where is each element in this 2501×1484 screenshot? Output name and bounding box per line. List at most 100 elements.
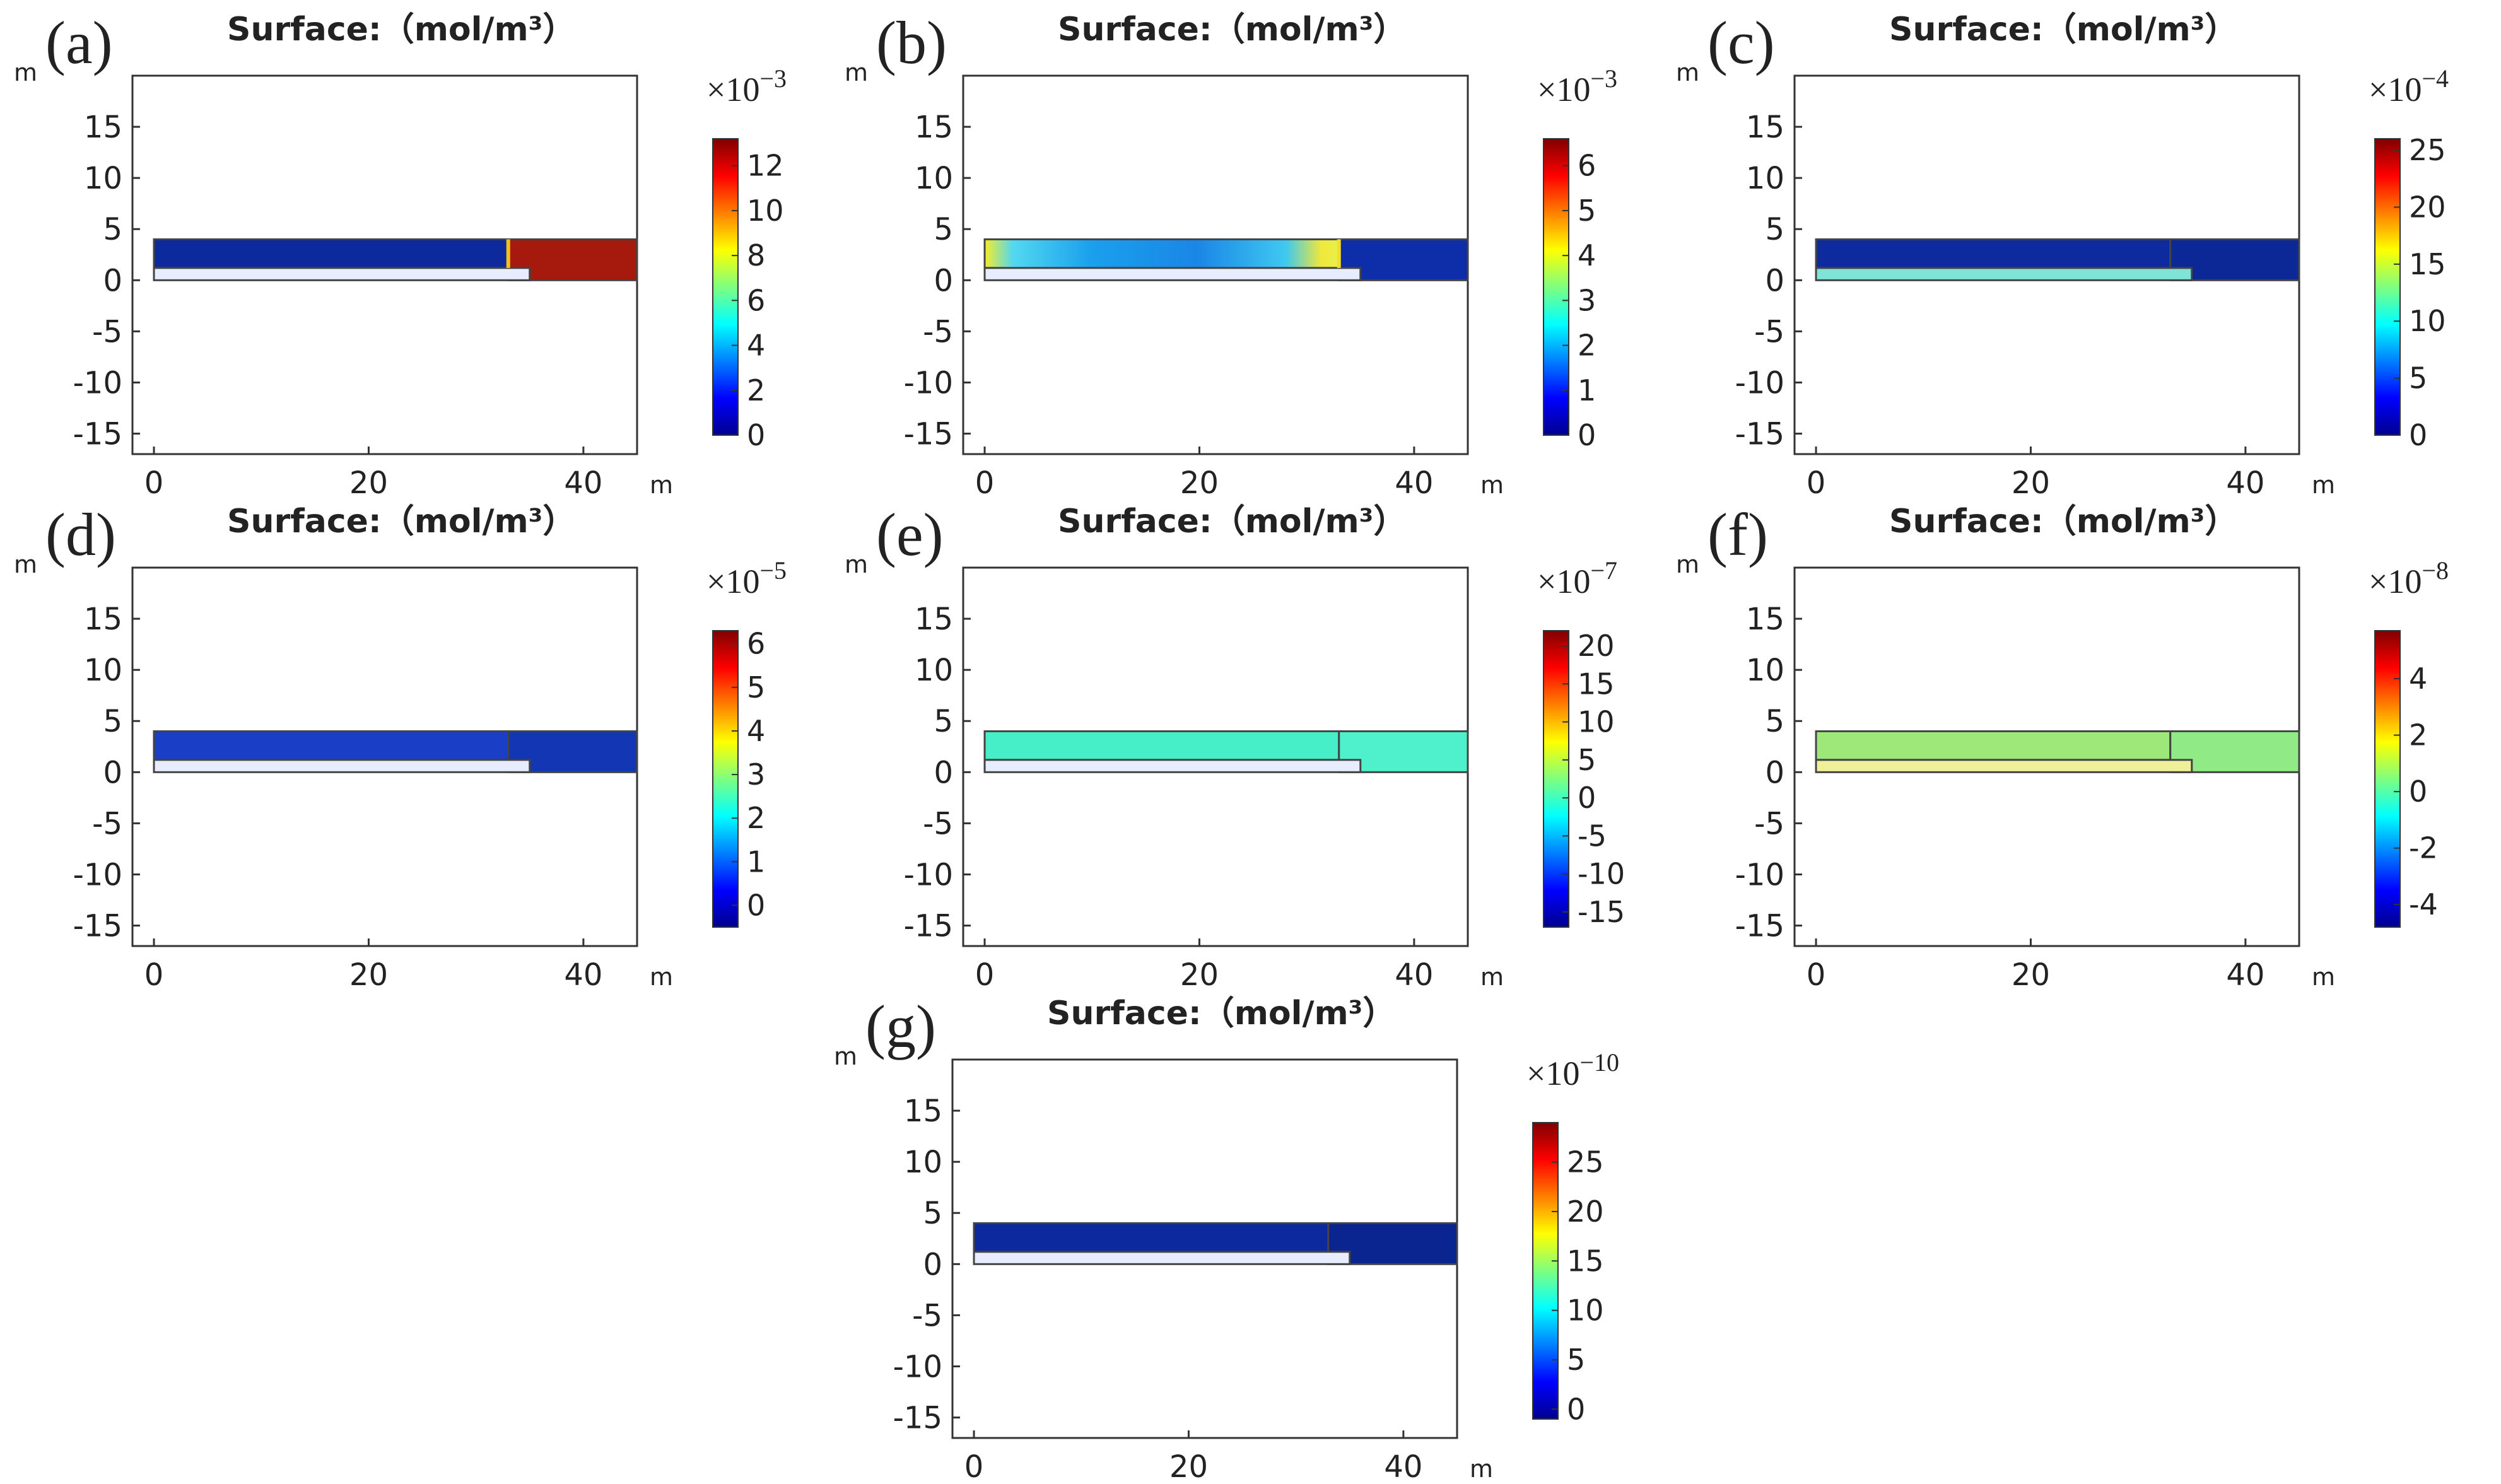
x-tick-label: 40 (1395, 957, 1433, 993)
colorbar-tick-label: 6 (747, 627, 765, 661)
x-tick-label: 40 (1384, 1449, 1422, 1484)
scale-exponent: −4 (2422, 64, 2449, 93)
y-tick-label: -15 (1735, 417, 1784, 452)
y-tick-label: 15 (1746, 110, 1784, 145)
colorbar-tick-label: 10 (1578, 705, 1615, 739)
y-tick-label: 5 (1765, 704, 1784, 739)
y-tick-label: 15 (904, 1094, 942, 1129)
panel-title: Surface:（mol/m³） (1058, 11, 1406, 49)
scale-exponent: −3 (759, 64, 787, 93)
colorbar-tick-label: 1 (1578, 373, 1596, 407)
y-tick-label: 10 (1746, 161, 1784, 196)
colorbar-tick-label: 0 (747, 888, 765, 922)
x-tick-label: 40 (1395, 465, 1433, 501)
scale-base: ×10 (1537, 71, 1590, 108)
x-tick-label: 20 (1180, 957, 1219, 993)
y-tick-label: 15 (915, 602, 953, 637)
colorbar-tick-label: 6 (747, 283, 765, 317)
y-tick-label: 10 (904, 1145, 942, 1180)
y-tick-label: -10 (904, 365, 953, 400)
colorbar-tick-label: 2 (1578, 329, 1596, 363)
colorbar (2374, 138, 2401, 436)
scale-exponent: −10 (1579, 1048, 1619, 1077)
x-tick-label: 40 (564, 957, 602, 993)
y-tick-label: 10 (915, 161, 953, 196)
y-tick-label: 15 (84, 110, 122, 145)
y-tick-label: 0 (1765, 755, 1784, 790)
y-tick-label: 10 (1746, 653, 1784, 688)
colorbar-tick-label: -4 (2409, 887, 2438, 921)
colorbar-tick-label: 0 (1567, 1392, 1585, 1426)
y-tick-label: -10 (1735, 857, 1784, 892)
panel-label: (f) (1707, 501, 1768, 568)
colorbar-tick-label: -5 (1578, 819, 1607, 853)
colorbar (1543, 138, 1569, 436)
y-tick-label: -5 (92, 314, 122, 349)
y-tick-label: -5 (1754, 314, 1784, 349)
x-unit-label: m (2312, 963, 2335, 991)
scale-base: ×10 (706, 71, 759, 108)
y-unit-label: m (14, 551, 37, 578)
x-unit-label: m (1480, 963, 1504, 991)
y-tick-label: 5 (934, 212, 953, 247)
colorbar-tick-label: -10 (1578, 857, 1625, 891)
colorbar-tick-label: -15 (1578, 895, 1625, 929)
y-tick-label: -15 (904, 909, 953, 944)
y-tick-label: 5 (103, 704, 122, 739)
scale-factor: ×10−3 (706, 64, 787, 108)
scale-base: ×10 (2369, 71, 2422, 108)
y-tick-label: -5 (912, 1298, 942, 1333)
scale-factor: ×10−10 (1526, 1048, 1619, 1092)
y-unit-label: m (845, 59, 868, 86)
x-tick-label: 0 (144, 957, 164, 993)
x-tick-label: 0 (975, 957, 995, 993)
y-tick-label: -10 (893, 1349, 942, 1384)
x-unit-label: m (1470, 1455, 1493, 1483)
panel-title: Surface:（mol/m³） (1058, 503, 1406, 540)
x-tick-label: 20 (349, 465, 388, 501)
scale-exponent: −8 (2422, 556, 2449, 585)
y-tick-label: 10 (915, 653, 953, 688)
y-tick-label: 10 (84, 653, 122, 688)
region-upper-left-channel (973, 1222, 1330, 1253)
region-upper-left-channel (153, 238, 510, 269)
colorbar-tick-label: 10 (2409, 304, 2446, 338)
colorbar-tick-label: 5 (1567, 1343, 1585, 1377)
interface-accent (1337, 239, 1341, 268)
scale-factor: ×10−3 (1537, 64, 1617, 108)
y-tick-label: 15 (915, 110, 953, 145)
interface-accent (506, 239, 510, 268)
panel-label: (a) (45, 9, 113, 76)
y-tick-label: 5 (103, 212, 122, 247)
colorbar (2374, 630, 2401, 928)
scale-exponent: −7 (1590, 556, 1617, 585)
colorbar (1532, 1122, 1559, 1420)
x-tick-label: 20 (1180, 465, 1219, 501)
region-upper-left-channel (983, 238, 1340, 269)
region-upper-left-channel (153, 730, 510, 761)
region-lower-strip (983, 267, 1362, 281)
x-tick-label: 40 (2226, 465, 2264, 501)
colorbar-tick-label: 3 (1578, 283, 1596, 317)
y-tick-label: -5 (1754, 806, 1784, 841)
x-tick-label: 40 (2226, 957, 2264, 993)
y-tick-label: -10 (904, 857, 953, 892)
panel-title: Surface:（mol/m³） (1889, 11, 2237, 49)
y-tick-label: 5 (934, 704, 953, 739)
colorbar-tick-label: 5 (747, 670, 765, 704)
y-tick-label: 0 (1765, 263, 1784, 298)
colorbar-tick-label: 15 (2409, 247, 2446, 281)
x-tick-label: 20 (2012, 465, 2050, 501)
panel-g: (g) Surface:（mol/m³） m m 15 10 5 0 -5 -10 -15 0 20 40… (834, 993, 1619, 1484)
y-tick-label: 0 (103, 263, 122, 298)
region-lower-strip (983, 759, 1362, 773)
y-tick-label: -15 (893, 1401, 942, 1436)
panel-e: (e) Surface:（mol/m³） m m 15 10 5 0 -5 -10 -15 0 20 40… (845, 501, 1625, 993)
colorbar-tick-label: 10 (1567, 1294, 1604, 1328)
scale-base: ×10 (2369, 563, 2422, 600)
y-tick-label: -15 (904, 417, 953, 452)
region-lower-strip (1815, 759, 2193, 773)
colorbar-tick-label: 5 (1578, 743, 1596, 777)
